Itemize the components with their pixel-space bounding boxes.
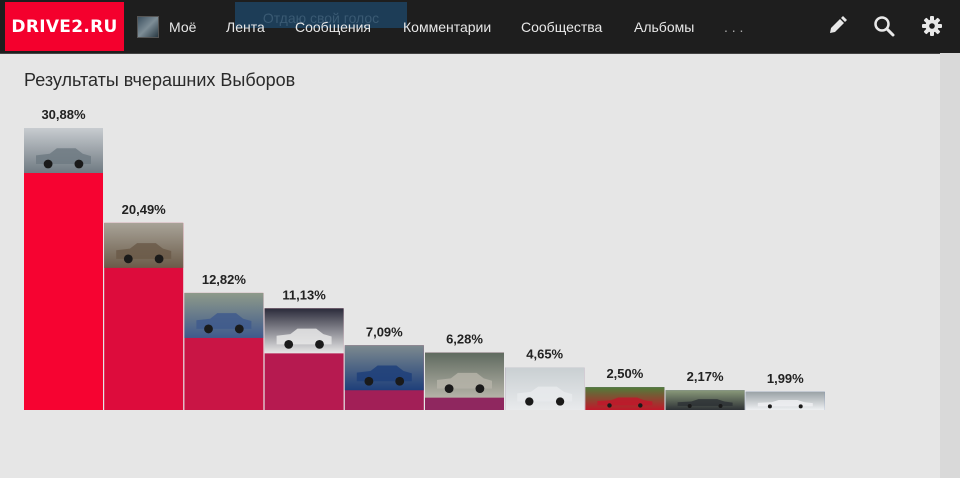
search-icon[interactable]	[872, 14, 896, 38]
nav-item-label: Сообщения	[295, 18, 371, 35]
bar-value-label: 20,49%	[122, 202, 167, 217]
car-wheel	[767, 404, 772, 409]
chart-bar-group[interactable]: 12,82%	[184, 272, 264, 410]
car-wheel	[444, 384, 454, 394]
page-title: Результаты вчерашних Выборов	[24, 70, 296, 90]
nav-item-label: . . .	[724, 18, 744, 35]
chart-bar-group[interactable]: 11,13%	[264, 287, 344, 410]
chart-bar-group[interactable]: 7,09%	[344, 324, 424, 410]
bar-value-label: 30,88%	[41, 107, 86, 122]
bar-value-label: 2,17%	[687, 369, 724, 384]
car-wheel	[798, 404, 803, 409]
nav-item-label: Лента	[226, 18, 265, 35]
bar-value-label: 1,99%	[767, 371, 804, 386]
chart-bar-group[interactable]: 20,49%	[104, 202, 184, 410]
bar-value-label: 11,13%	[282, 287, 326, 302]
nav-item-label: Комментарии	[403, 18, 492, 35]
car-wheel	[234, 324, 244, 334]
nav-item-label: Альбомы	[634, 18, 695, 35]
vote-button[interactable]: Отдаю свой голос	[235, 2, 407, 28]
nav-item-feed[interactable]: Лента	[226, 0, 265, 53]
chart-bar-group[interactable]: 2,17%	[665, 369, 745, 410]
car-silhouette	[757, 400, 813, 407]
car-wheel	[315, 339, 324, 349]
chart-bar-group[interactable]: 4,65%	[505, 347, 585, 410]
nav-item-albums[interactable]: Альбомы	[634, 0, 694, 53]
car-wheel	[718, 404, 723, 409]
nav-item-label: Сообщества	[521, 18, 603, 35]
car-wheel	[555, 397, 565, 406]
bar-value-label: 7,09%	[366, 324, 403, 339]
car-wheel	[475, 384, 485, 394]
nav-item-more[interactable]: . . .	[724, 0, 743, 53]
nav-item-label: Моё	[169, 18, 197, 35]
bar-value-label: 2,50%	[606, 366, 643, 381]
nav-item-comments[interactable]: Комментарии	[403, 0, 491, 53]
car-wheel	[284, 339, 294, 349]
car-wheel	[364, 376, 374, 386]
nav-item-communities[interactable]: Сообщества	[521, 0, 602, 53]
car-wheel	[154, 254, 164, 264]
nav-item-my[interactable]: Моё	[137, 0, 196, 53]
bar-value-label: 6,28%	[446, 332, 483, 347]
avatar	[137, 15, 159, 38]
nav-item-messages[interactable]: Сообщения	[295, 0, 371, 53]
chart-bar-group[interactable]: 1,99%	[745, 371, 825, 410]
car-wheel	[123, 254, 133, 264]
car-silhouette	[677, 399, 733, 407]
car-wheel	[638, 403, 643, 408]
page-edge	[940, 53, 960, 478]
top-navigation-bar: DRIVE2.RU Отдаю свой голос Моё Лента Соо…	[0, 0, 960, 54]
car-wheel	[43, 159, 53, 169]
car-wheel	[74, 159, 84, 169]
chart-bar-group[interactable]: 30,88%	[24, 107, 103, 410]
car-wheel	[395, 376, 405, 386]
pencil-icon[interactable]	[825, 14, 849, 38]
car-wheel	[204, 324, 213, 334]
gear-icon[interactable]	[920, 14, 944, 38]
car-wheel	[607, 403, 612, 408]
site-logo[interactable]: DRIVE2.RU	[5, 2, 124, 51]
chart-bar[interactable]	[24, 128, 103, 410]
car-wheel	[687, 404, 692, 409]
chart-bar-group[interactable]: 6,28%	[425, 332, 504, 410]
chart-bar-group[interactable]: 2,50%	[585, 366, 665, 410]
car-silhouette	[597, 397, 653, 406]
bar-value-label: 4,65%	[526, 347, 563, 362]
bar-value-label: 12,82%	[202, 272, 247, 287]
car-wheel	[525, 397, 534, 406]
